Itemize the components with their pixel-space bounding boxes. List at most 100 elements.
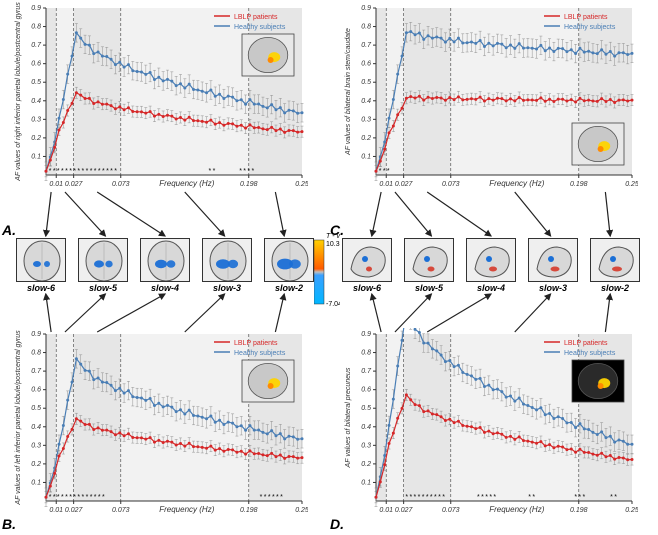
svg-text:0.8: 0.8 xyxy=(31,24,41,31)
svg-text:*: * xyxy=(574,494,577,501)
brain-row: slow-6 slow-5 slow-4 slow-3 slow-2 xyxy=(342,238,640,293)
x-axis-label: Frequency (Hz) xyxy=(159,179,214,188)
svg-text:*: * xyxy=(208,168,211,175)
svg-text:LBLP patients: LBLP patients xyxy=(564,14,608,21)
brain-item-slow-4: slow-4 xyxy=(466,238,516,293)
svg-text:*: * xyxy=(49,168,52,175)
svg-text:*: * xyxy=(493,494,496,501)
svg-text:*: * xyxy=(57,494,60,501)
svg-text:0.1: 0.1 xyxy=(361,479,371,486)
svg-text:*: * xyxy=(387,168,390,175)
x-axis-label: Frequency (Hz) xyxy=(489,179,544,188)
svg-text:Healthy subjects: Healthy subjects xyxy=(564,24,616,31)
svg-text:0.4: 0.4 xyxy=(361,424,371,431)
svg-text:0.7: 0.7 xyxy=(361,42,372,49)
brain-item-slow-2: slow-2 xyxy=(264,238,314,293)
brain-band-label: slow-4 xyxy=(151,283,179,293)
brain-band-label: slow-5 xyxy=(89,283,117,293)
svg-text:0.2: 0.2 xyxy=(31,135,41,142)
brain-thumb-icon xyxy=(466,238,516,282)
svg-text:0.25: 0.25 xyxy=(625,181,638,188)
brain-thumb-icon xyxy=(264,238,314,282)
svg-text:*: * xyxy=(251,168,254,175)
svg-text:*: * xyxy=(485,494,488,501)
svg-text:0.01: 0.01 xyxy=(49,507,63,514)
svg-text:0.027: 0.027 xyxy=(65,507,84,514)
svg-text:*: * xyxy=(102,494,105,501)
svg-text:0.9: 0.9 xyxy=(31,5,41,12)
svg-text:0.1: 0.1 xyxy=(361,153,371,160)
svg-text:*: * xyxy=(422,494,425,501)
svg-text:0.1: 0.1 xyxy=(31,153,41,160)
svg-text:*: * xyxy=(264,494,267,501)
brain-thumb-icon xyxy=(342,238,392,282)
svg-text:*: * xyxy=(73,494,76,501)
svg-text:0.3: 0.3 xyxy=(31,116,41,123)
svg-text:*: * xyxy=(65,494,68,501)
svg-text:0.6: 0.6 xyxy=(31,387,41,394)
svg-text:*: * xyxy=(489,494,492,501)
brain-item-slow-3: slow-3 xyxy=(202,238,252,293)
svg-text:0.027: 0.027 xyxy=(65,181,84,188)
panel-D: 0.10.20.30.40.50.60.70.80.90.010.0270.07… xyxy=(338,328,638,523)
svg-text:*: * xyxy=(477,494,480,501)
svg-text:0.027: 0.027 xyxy=(395,507,414,514)
brain-thumb-icon xyxy=(528,238,578,282)
chart-C: 0.10.20.30.40.50.60.70.80.90.010.0270.07… xyxy=(338,2,638,197)
svg-text:0.3: 0.3 xyxy=(361,442,371,449)
brain-item-slow-5: slow-5 xyxy=(78,238,128,293)
inset-brain xyxy=(572,123,624,165)
svg-text:*: * xyxy=(90,494,93,501)
svg-text:0.198: 0.198 xyxy=(570,181,588,188)
panel-label-D: D. xyxy=(330,516,344,532)
svg-text:0.9: 0.9 xyxy=(31,331,41,338)
svg-text:0.8: 0.8 xyxy=(31,350,41,357)
svg-text:*: * xyxy=(610,494,613,501)
svg-text:*: * xyxy=(438,494,441,501)
svg-text:0.198: 0.198 xyxy=(240,181,258,188)
svg-text:*: * xyxy=(583,494,586,501)
svg-text:*: * xyxy=(110,168,113,175)
svg-text:*: * xyxy=(280,494,283,501)
brain-band-label: slow-5 xyxy=(415,283,443,293)
brain-band-label: slow-2 xyxy=(601,283,629,293)
svg-text:0.4: 0.4 xyxy=(361,98,371,105)
svg-text:*: * xyxy=(106,168,109,175)
y-axis-label: AF values of bilateral precuneus xyxy=(345,367,352,468)
svg-text:*: * xyxy=(73,168,76,175)
svg-text:*: * xyxy=(578,494,581,501)
svg-text:*: * xyxy=(434,494,437,501)
svg-text:Healthy subjects: Healthy subjects xyxy=(234,350,286,357)
svg-text:0.6: 0.6 xyxy=(31,61,41,68)
svg-text:0.9: 0.9 xyxy=(361,331,371,338)
svg-text:*: * xyxy=(94,494,97,501)
brain-item-slow-6: slow-6 xyxy=(342,238,392,293)
brain-band-label: slow-4 xyxy=(477,283,505,293)
svg-text:0.8: 0.8 xyxy=(361,350,371,357)
svg-text:0.5: 0.5 xyxy=(31,79,41,86)
svg-text:0.9: 0.9 xyxy=(361,5,371,12)
svg-text:*: * xyxy=(260,494,263,501)
brain-band-label: slow-3 xyxy=(539,283,567,293)
svg-text:*: * xyxy=(86,494,89,501)
svg-text:*: * xyxy=(213,168,216,175)
svg-text:0.25: 0.25 xyxy=(295,181,308,188)
brain-item-slow-4: slow-4 xyxy=(140,238,190,293)
x-axis-label: Frequency (Hz) xyxy=(159,505,214,514)
brain-band-label: slow-6 xyxy=(27,283,55,293)
svg-text:*: * xyxy=(102,168,105,175)
svg-text:*: * xyxy=(86,168,89,175)
svg-text:*: * xyxy=(243,168,246,175)
svg-text:0.7: 0.7 xyxy=(31,368,42,375)
svg-text:0.073: 0.073 xyxy=(112,181,130,188)
svg-text:*: * xyxy=(614,494,617,501)
svg-text:*: * xyxy=(77,494,80,501)
svg-text:*: * xyxy=(98,168,101,175)
brain-thumb-icon xyxy=(140,238,190,282)
svg-text:*: * xyxy=(98,494,101,501)
svg-text:*: * xyxy=(57,168,60,175)
svg-text:0.1: 0.1 xyxy=(31,479,41,486)
svg-text:*: * xyxy=(77,168,80,175)
y-axis-label: AF values of right inferior parietal lob… xyxy=(15,2,22,182)
svg-text:*: * xyxy=(276,494,279,501)
